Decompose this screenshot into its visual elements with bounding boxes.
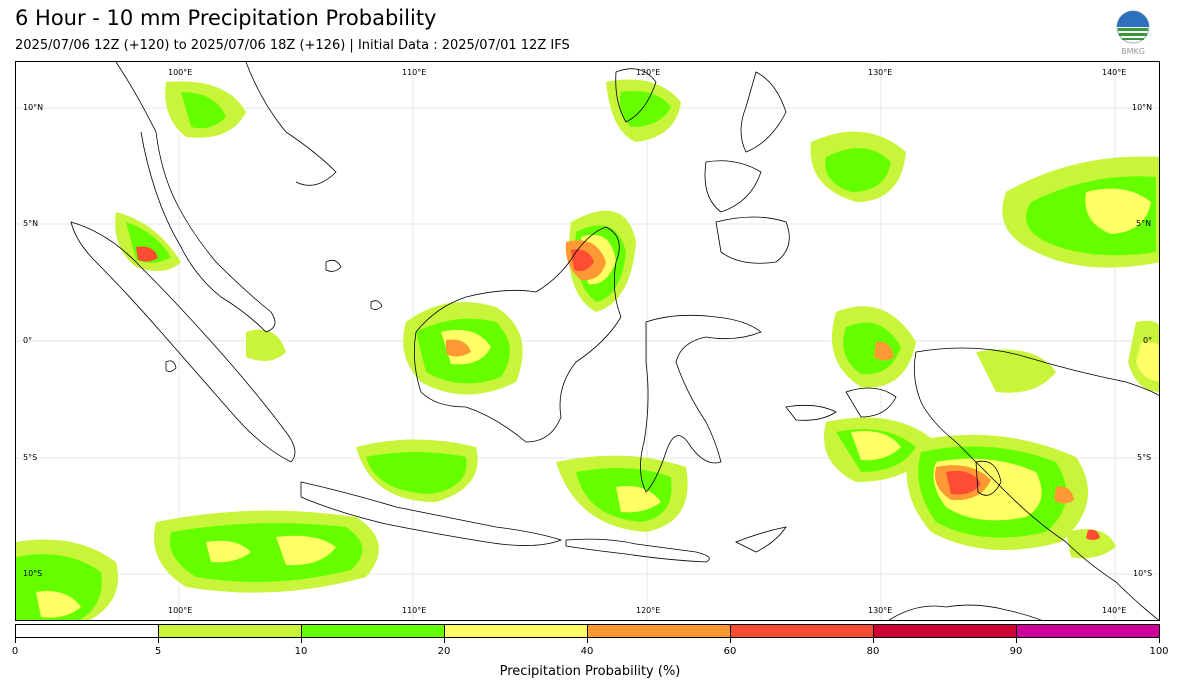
colorbar-tick-mark xyxy=(158,638,159,643)
bmkg-logo: BMKG xyxy=(1112,10,1154,56)
colorbar xyxy=(15,624,1160,638)
lon-label-top: 130°E xyxy=(868,68,893,77)
colorbar-segment xyxy=(731,625,874,637)
lon-label-top: 110°E xyxy=(402,68,427,77)
lon-label-top: 120°E xyxy=(636,68,661,77)
colorbar-segment xyxy=(588,625,731,637)
lat-label-right: 10°N xyxy=(1132,103,1153,112)
lat-label-left: 5°N xyxy=(23,219,39,228)
colorbar-segment xyxy=(302,625,445,637)
colorbar-tick-label: 90 xyxy=(1009,646,1023,657)
colorbar-tick-label: 5 xyxy=(154,646,162,657)
colorbar-title: Precipitation Probability (%) xyxy=(499,664,681,679)
lat-label-right: 5°S xyxy=(1137,453,1152,462)
logo-text: BMKG xyxy=(1121,47,1145,56)
lat-label-left: 0° xyxy=(23,336,33,345)
lon-label-bottom: 110°E xyxy=(402,606,427,615)
lat-label-left: 10°S xyxy=(23,569,43,578)
lon-label-bottom: 130°E xyxy=(868,606,893,615)
colorbar-tick-label: 40 xyxy=(580,646,594,657)
chart-title: 6 Hour - 10 mm Precipitation Probability xyxy=(15,6,437,30)
colorbar-tick-mark xyxy=(301,638,302,643)
precip-field-60-80 xyxy=(136,246,1100,540)
colorbar-tick-label: 0 xyxy=(11,646,19,657)
lat-label-right: 5°N xyxy=(1136,219,1152,228)
colorbar-tick-label: 60 xyxy=(723,646,737,657)
colorbar-tick-label: 100 xyxy=(1149,646,1169,657)
lon-label-bottom: 120°E xyxy=(636,606,661,615)
lat-label-left: 5°S xyxy=(23,453,38,462)
colorbar-tick-mark xyxy=(15,638,16,643)
colorbar-segment xyxy=(16,625,159,637)
map-canvas xyxy=(16,62,1159,620)
colorbar-tick-mark xyxy=(1159,638,1160,643)
lon-label-top: 140°E xyxy=(1102,68,1127,77)
colorbar-tick-mark xyxy=(873,638,874,643)
lon-label-bottom: 140°E xyxy=(1102,606,1127,615)
colorbar-tick-mark xyxy=(1016,638,1017,643)
precipitation-map: 100°E 110°E 120°E 130°E 140°E 100°E 110°… xyxy=(15,61,1160,621)
colorbar-segment xyxy=(159,625,302,637)
lat-label-left: 10°N xyxy=(23,103,44,112)
colorbar-segment xyxy=(1017,625,1159,637)
lon-label-top: 100°E xyxy=(168,68,193,77)
colorbar-tick-mark xyxy=(444,638,445,643)
lat-label-right: 10°S xyxy=(1133,569,1153,578)
colorbar-tick-mark xyxy=(587,638,588,643)
colorbar-tick-label: 80 xyxy=(866,646,880,657)
coastlines xyxy=(70,62,1159,620)
colorbar-segment xyxy=(874,625,1017,637)
colorbar-tick-label: 10 xyxy=(294,646,308,657)
colorbar-tick-label: 20 xyxy=(437,646,451,657)
colorbar-segment xyxy=(445,625,588,637)
chart-subtitle: 2025/07/06 12Z (+120) to 2025/07/06 18Z … xyxy=(15,38,570,53)
colorbar-tick-mark xyxy=(730,638,731,643)
lat-label-right: 0° xyxy=(1143,336,1153,345)
lon-label-bottom: 100°E xyxy=(168,606,193,615)
